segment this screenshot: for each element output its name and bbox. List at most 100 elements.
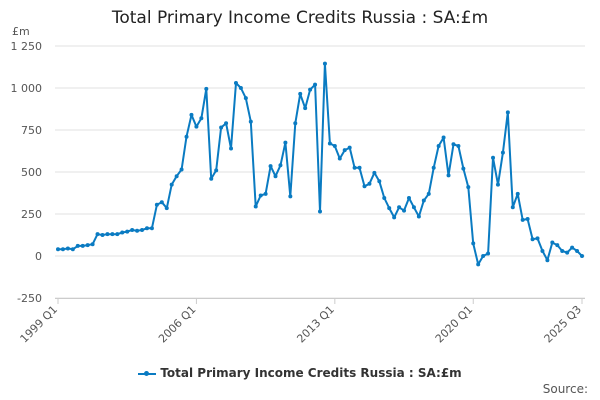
- legend[interactable]: Total Primary Income Credits Russia : SA…: [0, 366, 600, 380]
- data-point: [402, 208, 407, 213]
- data-point: [362, 184, 367, 189]
- series-line: [58, 62, 583, 266]
- data-point: [199, 116, 204, 121]
- data-point: [456, 143, 461, 148]
- data-point: [144, 226, 149, 231]
- data-point: [357, 165, 362, 170]
- data-point: [387, 206, 392, 211]
- data-point: [481, 254, 486, 258]
- data-point: [555, 243, 560, 248]
- data-point: [149, 226, 154, 231]
- data-point: [520, 217, 525, 222]
- y-axis-unit: £m: [12, 25, 30, 38]
- data-point: [540, 248, 545, 253]
- data-point: [95, 232, 100, 237]
- data-point: [224, 121, 229, 126]
- data-point: [229, 146, 234, 151]
- data-point: [570, 245, 575, 250]
- data-point: [466, 185, 471, 190]
- data-point: [436, 143, 441, 148]
- data-point: [125, 229, 130, 234]
- source-label: Source:: [542, 382, 588, 396]
- data-point: [273, 174, 278, 179]
- data-point: [174, 174, 179, 179]
- data-point: [342, 148, 347, 153]
- data-point: [441, 135, 446, 140]
- data-point: [65, 246, 70, 251]
- y-tick-label: -250: [17, 292, 42, 305]
- data-point: [515, 191, 520, 196]
- data-point: [100, 233, 105, 237]
- data-point: [510, 205, 515, 210]
- x-tick-label: 2006 Q1: [156, 303, 199, 346]
- data-point: [451, 142, 456, 147]
- data-point: [550, 240, 555, 245]
- data-point: [80, 243, 85, 248]
- x-tick-label: 2025 Q3: [542, 303, 585, 346]
- data-point: [580, 254, 584, 258]
- data-point: [56, 247, 60, 252]
- y-tick-label: 500: [21, 166, 42, 179]
- data-point: [535, 236, 540, 241]
- data-point: [352, 165, 357, 170]
- data-point: [159, 200, 164, 205]
- data-point: [367, 181, 372, 186]
- data-point: [426, 191, 431, 196]
- data-point: [90, 242, 95, 247]
- data-point: [461, 166, 466, 171]
- data-point: [194, 124, 199, 129]
- data-point: [184, 134, 189, 139]
- x-tick-label: 2013 Q1: [294, 303, 337, 346]
- data-point: [115, 232, 120, 237]
- data-point: [431, 165, 436, 170]
- data-point: [209, 176, 214, 181]
- data-point: [105, 232, 110, 237]
- y-tick-label: 250: [21, 208, 42, 221]
- data-point: [337, 156, 342, 161]
- y-tick-label: 750: [21, 124, 42, 137]
- data-point: [233, 80, 238, 85]
- x-tick-label: 1999 Q1: [18, 303, 61, 346]
- data-point: [293, 121, 298, 126]
- data-point: [377, 179, 382, 184]
- chart-title: Total Primary Income Credits Russia : SA…: [111, 8, 489, 28]
- data-point: [530, 237, 535, 242]
- data-point: [288, 194, 293, 199]
- data-point: [110, 232, 115, 237]
- data-point: [238, 86, 243, 90]
- y-tick-label: 0: [35, 250, 42, 263]
- data-point: [130, 227, 135, 232]
- legend-label: Total Primary Income Credits Russia : SA…: [160, 366, 462, 380]
- data-point: [263, 191, 268, 196]
- data-point: [545, 258, 550, 263]
- data-point: [318, 209, 322, 214]
- data-point: [75, 243, 80, 248]
- data-point: [248, 119, 253, 124]
- data-point: [495, 182, 500, 187]
- y-tick-label: 1 000: [11, 82, 43, 95]
- data-point: [421, 198, 426, 203]
- data-point: [382, 196, 387, 201]
- data-point: [397, 205, 402, 210]
- data-point: [491, 155, 496, 160]
- data-point: [347, 145, 352, 150]
- data-point: [219, 125, 224, 130]
- data-point: [446, 173, 451, 178]
- data-point: [416, 214, 421, 219]
- data-point: [332, 143, 337, 148]
- data-point: [140, 227, 145, 232]
- data-point: [268, 164, 273, 169]
- data-point: [575, 248, 580, 253]
- data-point: [525, 217, 530, 222]
- data-point: [392, 215, 397, 220]
- data-point: [135, 228, 140, 233]
- data-point: [476, 262, 481, 267]
- y-tick-label: 1 250: [11, 40, 43, 53]
- data-point: [120, 230, 125, 235]
- data-point: [308, 87, 313, 92]
- data-point: [70, 247, 75, 252]
- data-point: [411, 205, 416, 210]
- data-point: [283, 140, 288, 145]
